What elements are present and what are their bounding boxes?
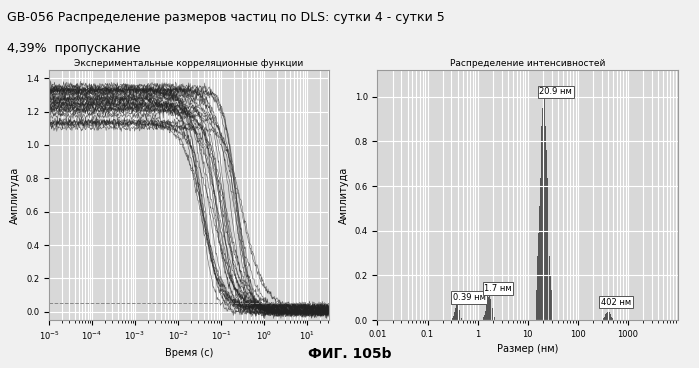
- Text: GB-056 Распределение размеров частиц по DLS: сутки 4 - сутки 5: GB-056 Распределение размеров частиц по …: [7, 11, 445, 24]
- X-axis label: Размер (нм): Размер (нм): [497, 344, 559, 354]
- X-axis label: Время (с): Время (с): [164, 348, 213, 358]
- Bar: [550, 275, 551, 320]
- Bar: [536, 290, 537, 320]
- Bar: [540, 150, 541, 320]
- Bar: [544, 98, 545, 320]
- Text: 402 нм: 402 нм: [601, 297, 631, 307]
- Text: 1.7 нм: 1.7 нм: [484, 284, 512, 293]
- Bar: [549, 256, 550, 320]
- Text: 0.39 нм: 0.39 нм: [453, 293, 486, 302]
- Bar: [542, 107, 543, 320]
- Text: 20.9 нм: 20.9 нм: [540, 88, 572, 96]
- Bar: [538, 233, 539, 320]
- Bar: [546, 150, 547, 320]
- Bar: [537, 275, 538, 320]
- Text: 4,39%  пропускание: 4,39% пропускание: [7, 42, 140, 55]
- Bar: [551, 290, 552, 320]
- Title: Экспериментальные корреляционные функции: Экспериментальные корреляционные функции: [74, 59, 303, 68]
- Bar: [547, 177, 548, 320]
- Bar: [543, 98, 544, 320]
- Text: ФИГ. 105b: ФИГ. 105b: [308, 347, 391, 361]
- Title: Распределение интенсивностей: Распределение интенсивностей: [450, 59, 605, 68]
- Y-axis label: Амплитуда: Амплитуда: [10, 166, 20, 224]
- Bar: [545, 125, 546, 320]
- Y-axis label: Амплитуда: Амплитуда: [339, 166, 349, 224]
- Bar: [548, 206, 549, 320]
- Bar: [539, 206, 540, 320]
